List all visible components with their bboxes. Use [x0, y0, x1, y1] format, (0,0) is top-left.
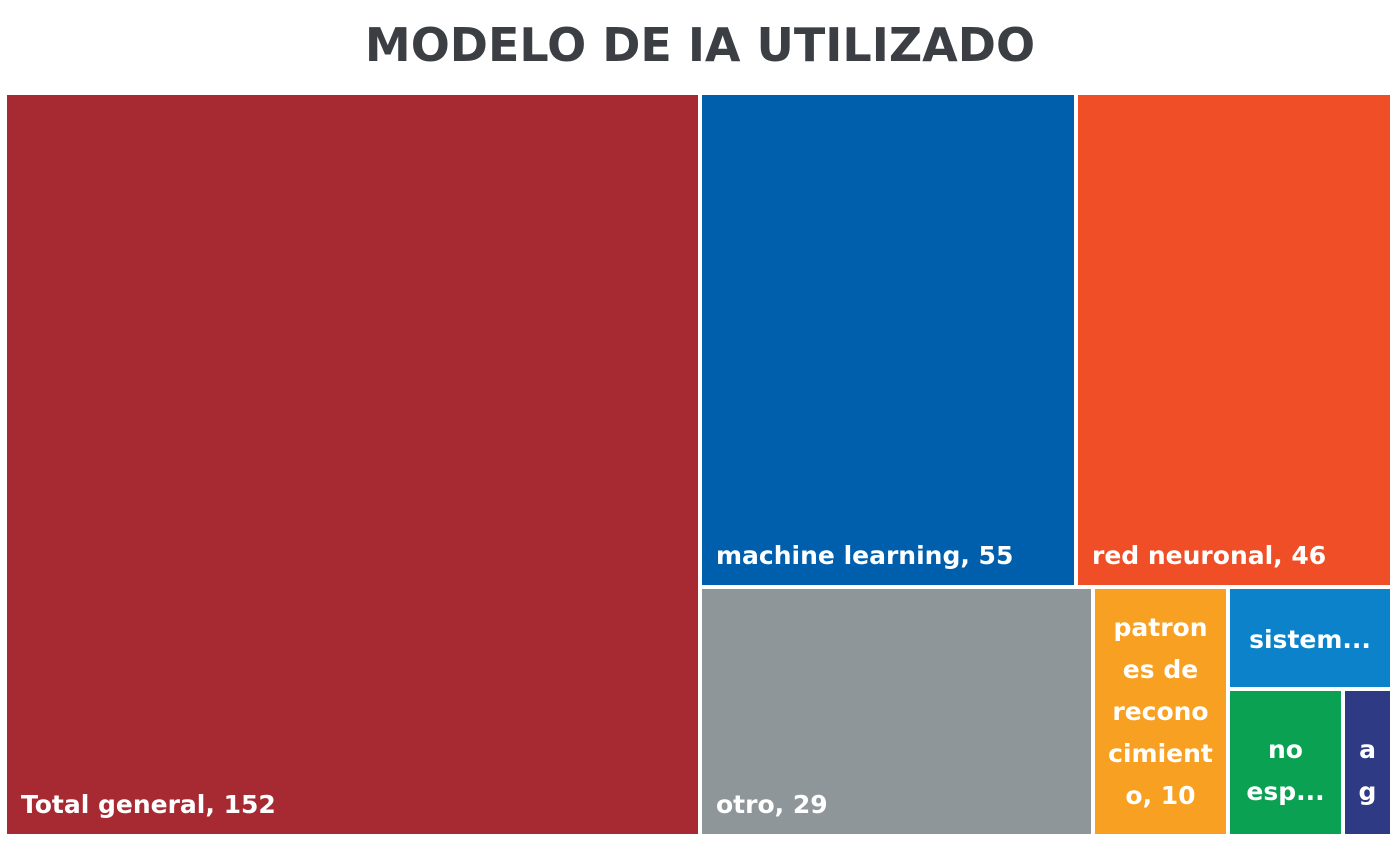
treemap-cell-machine-learning: machine learning, 55 [700, 93, 1076, 587]
treemap-label-total-general: Total general, 152 [21, 790, 276, 819]
treemap-cell-otro: otro, 29 [700, 587, 1093, 836]
chart-title: MODELO DE IA UTILIZADO [364, 18, 1036, 72]
treemap-label-sistem: sistem... [1249, 625, 1371, 654]
treemap-label-red-neuronal: red neuronal, 46 [1092, 541, 1327, 570]
treemap-cell-total-general: Total general, 152 [5, 93, 700, 836]
treemap-label-patrones-de-reconocimiento: patron es de recono cimient o, 10 [1108, 613, 1213, 810]
treemap-label-no-esp: no esp... [1246, 735, 1325, 806]
treemap-cell-sistem: sistem... [1228, 587, 1392, 689]
treemap-cell-no-esp: no esp... [1228, 689, 1343, 836]
treemap-label-machine-learning: machine learning, 55 [716, 541, 1014, 570]
treemap-label-otro: otro, 29 [716, 790, 828, 819]
treemap-cell-patrones-de-reconocimiento: patron es de recono cimient o, 10 [1093, 587, 1228, 836]
treemap-cell-red-neuronal: red neuronal, 46 [1076, 93, 1392, 587]
